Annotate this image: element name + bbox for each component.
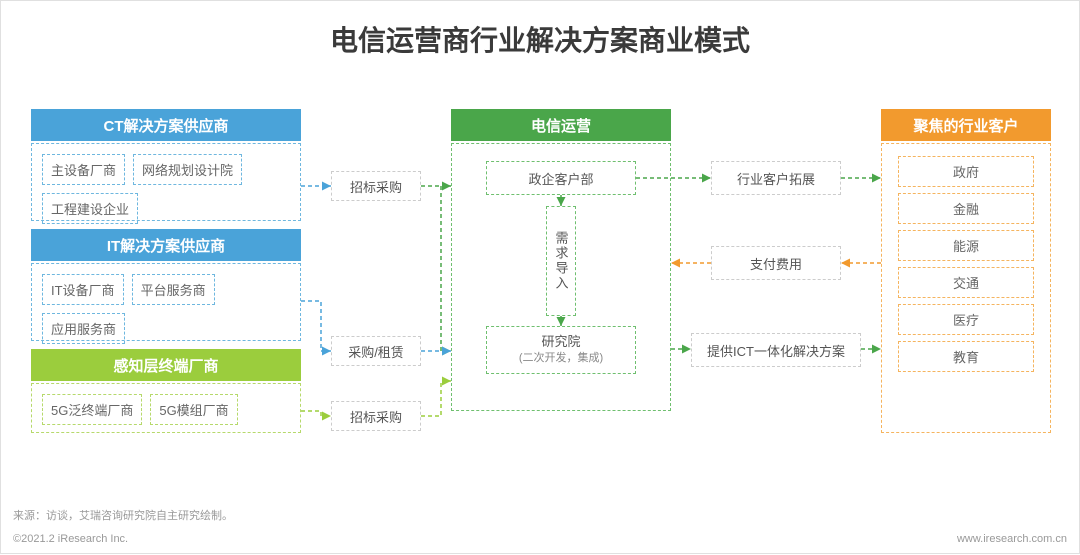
ct-suppliers-body: 主设备厂商网络规划设计院工程建设企业 xyxy=(31,143,301,221)
sub-item: 主设备厂商 xyxy=(42,154,125,185)
dept-b-label: 研究院 xyxy=(541,335,580,350)
customers-body: 政府金融能源交通医疗教育 xyxy=(881,143,1051,433)
customer-item: 政府 xyxy=(898,156,1034,187)
it-suppliers-body: IT设备厂商平台服务商应用服务商 xyxy=(31,263,301,341)
sub-item: 5G泛终端厂商 xyxy=(42,394,142,425)
sensing-suppliers-body: 5G泛终端厂商 5G模组厂商 xyxy=(31,383,301,433)
edge-label-ct: 招标采购 xyxy=(331,171,421,201)
diagram-canvas: 电信运营商行业解决方案商业模式 CT解决方案供应商 主设备厂商网络规划设计院工程… xyxy=(0,0,1080,554)
customer-item: 能源 xyxy=(898,230,1034,261)
customer-item: 教育 xyxy=(898,341,1034,372)
customer-item: 医疗 xyxy=(898,304,1034,335)
flow-vertical-text: 需求导入 xyxy=(552,231,571,291)
flow-vertical: 需求导入 xyxy=(546,206,576,316)
edge-label-customer-ext: 行业客户拓展 xyxy=(711,161,841,195)
edge-label-sensing: 招标采购 xyxy=(331,401,421,431)
sensing-suppliers-header: 感知层终端厂商 xyxy=(31,349,301,381)
ct-suppliers-header: CT解决方案供应商 xyxy=(31,109,301,141)
sub-item: 5G模组厂商 xyxy=(150,394,237,425)
telecom-dept-b: 研究院 (二次开发，集成) xyxy=(486,326,636,374)
dept-b-sub: (二次开发，集成) xyxy=(519,352,603,365)
sub-item: 网络规划设计院 xyxy=(133,154,242,185)
edge-label-pay: 支付费用 xyxy=(711,246,841,280)
sub-item: IT设备厂商 xyxy=(42,274,124,305)
source-note: 来源：访谈，艾瑞咨询研究院自主研究绘制。 xyxy=(13,507,233,523)
footer-url: www.iresearch.com.cn xyxy=(957,533,1067,545)
customer-item: 交通 xyxy=(898,267,1034,298)
customers-header: 聚焦的行业客户 xyxy=(881,109,1051,141)
edge-label-it: 采购/租赁 xyxy=(331,336,421,366)
telecom-header: 电信运营 xyxy=(451,109,671,141)
edge-label-ict: 提供ICT一体化解决方案 xyxy=(691,333,861,367)
it-suppliers-header: IT解决方案供应商 xyxy=(31,229,301,261)
sub-item: 工程建设企业 xyxy=(42,193,138,224)
telecom-dept-a: 政企客户部 xyxy=(486,161,636,195)
sub-item: 应用服务商 xyxy=(42,313,125,344)
footer-copyright: ©2021.2 iResearch Inc. xyxy=(13,533,128,545)
customer-item: 金融 xyxy=(898,193,1034,224)
sub-item: 平台服务商 xyxy=(132,274,215,305)
page-title: 电信运营商行业解决方案商业模式 xyxy=(1,19,1079,59)
